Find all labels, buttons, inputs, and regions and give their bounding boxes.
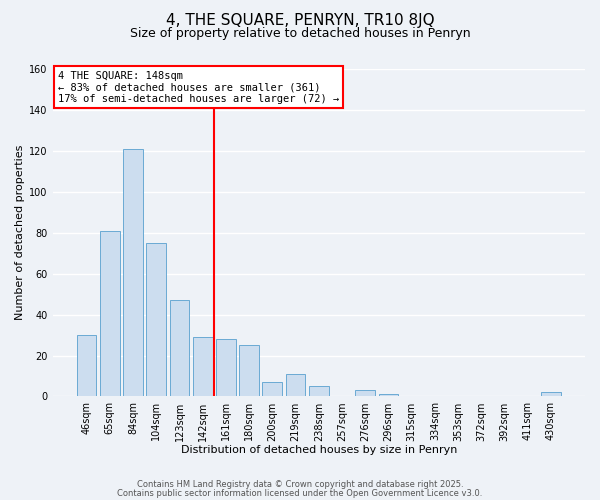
Bar: [541, 392, 561, 396]
X-axis label: Distribution of detached houses by size in Penryn: Distribution of detached houses by size …: [181, 445, 457, 455]
Text: 4, THE SQUARE, PENRYN, TR10 8JQ: 4, THE SQUARE, PENRYN, TR10 8JQ: [166, 12, 434, 28]
Text: Size of property relative to detached houses in Penryn: Size of property relative to detached ho…: [130, 28, 470, 40]
Y-axis label: Number of detached properties: Number of detached properties: [15, 145, 25, 320]
Text: Contains public sector information licensed under the Open Government Licence v3: Contains public sector information licen…: [118, 488, 482, 498]
Text: Contains HM Land Registry data © Crown copyright and database right 2025.: Contains HM Land Registry data © Crown c…: [137, 480, 463, 489]
Bar: [262, 382, 282, 396]
Bar: [286, 374, 305, 396]
Bar: [239, 346, 259, 397]
Bar: [193, 337, 212, 396]
Bar: [146, 243, 166, 396]
Bar: [170, 300, 190, 396]
Bar: [355, 390, 375, 396]
Bar: [123, 149, 143, 396]
Bar: [100, 230, 119, 396]
Text: 4 THE SQUARE: 148sqm
← 83% of detached houses are smaller (361)
17% of semi-deta: 4 THE SQUARE: 148sqm ← 83% of detached h…: [58, 70, 339, 104]
Bar: [77, 335, 97, 396]
Bar: [379, 394, 398, 396]
Bar: [309, 386, 329, 396]
Bar: [216, 339, 236, 396]
